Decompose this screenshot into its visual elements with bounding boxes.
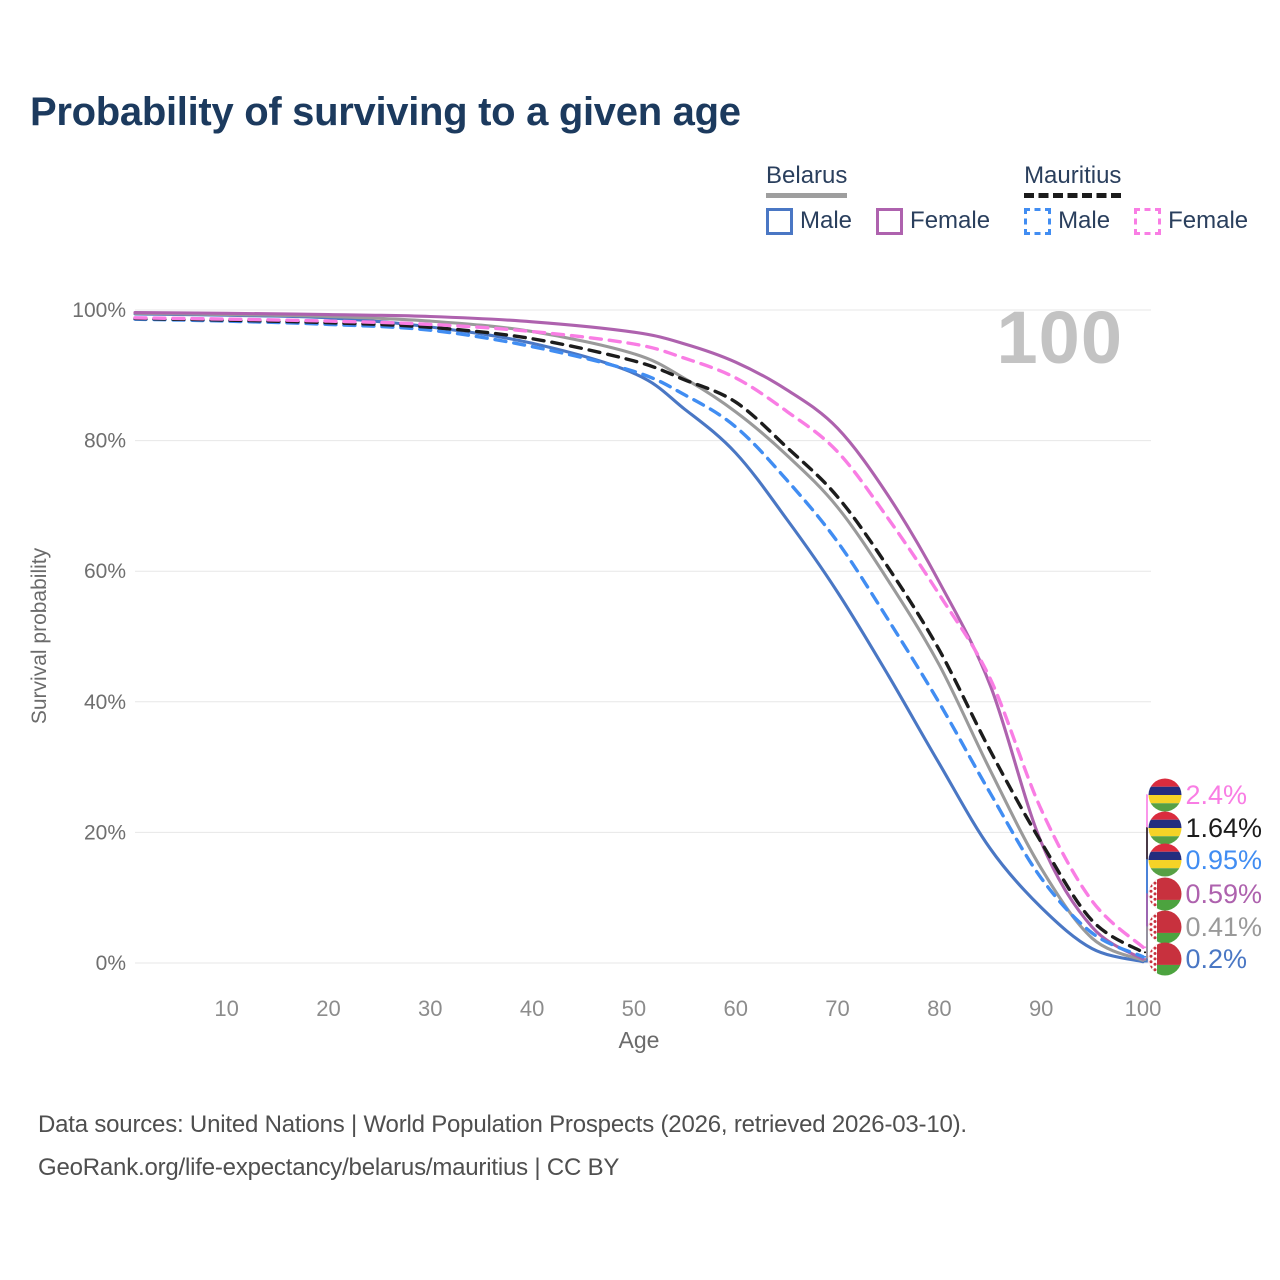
series-line-belarus-male: [133, 312, 1145, 964]
y-tick-labels: 0% 20% 40% 60% 80% 100%: [72, 299, 126, 975]
belarus-flag-icon: [1148, 910, 1182, 944]
y-tick-label: 40%: [84, 691, 126, 714]
y-tick-label: 80%: [84, 430, 126, 453]
end-value-label: 0.95%: [1186, 845, 1263, 875]
belarus-female-swatch-icon: [876, 207, 904, 235]
legend-group-belarus: Belarus Male Female: [766, 162, 990, 235]
data-sources-line: Data sources: United Nations | World Pop…: [38, 1111, 967, 1138]
leader-line: [1144, 958, 1148, 963]
x-tick-label: 30: [418, 996, 442, 1021]
end-value-label: 0.41%: [1186, 912, 1263, 942]
legend-items-mauritius: Male Female: [1024, 207, 1248, 235]
leader-lines: [1144, 794, 1148, 963]
mauritius-flag-icon: [1148, 811, 1182, 845]
series-line-mauritius-male: [133, 317, 1145, 959]
attribution-line: GeoRank.org/life-expectancy/belarus/maur…: [38, 1153, 620, 1181]
series-line-belarus-female: [133, 311, 1145, 961]
legend-item-belarus-female[interactable]: Female: [876, 207, 990, 235]
x-axis-title: Age: [619, 1027, 660, 1053]
x-tick-labels: 10 20 30 40 50 60 70 80 90 100: [214, 996, 1161, 1021]
belarus-flag-icon: [1148, 942, 1182, 976]
x-tick-label: 90: [1029, 996, 1053, 1021]
y-axis-title: Survival probability: [28, 547, 51, 724]
legend-group-mauritius: Mauritius Male Female: [1024, 162, 1248, 235]
series-lines: [133, 311, 1145, 964]
y-tick-label: 100%: [72, 299, 126, 322]
series-line-belarus-both-sexes: [133, 311, 1145, 962]
legend-title-mauritius: Mauritius: [1024, 162, 1122, 198]
x-tick-label: 80: [927, 996, 951, 1021]
legend-item-belarus-male[interactable]: Male: [766, 207, 852, 235]
legend-label: Male: [1058, 207, 1111, 234]
legend-item-mauritius-male[interactable]: Male: [1024, 207, 1110, 235]
belarus-flag-icon: [1148, 877, 1182, 911]
mauritius-male-swatch-icon: [1024, 207, 1052, 235]
x-tick-label: 40: [520, 996, 544, 1021]
series-line-mauritius-female: [133, 316, 1145, 949]
x-tick-label: 60: [723, 996, 747, 1021]
end-value-label: 1.64%: [1186, 813, 1263, 843]
page-title: Probability of surviving to a given age: [30, 90, 741, 134]
mauritius-female-swatch-icon: [1134, 207, 1162, 235]
end-value-label: 0.59%: [1186, 879, 1263, 909]
end-value-label: 0.2%: [1186, 944, 1248, 974]
x-tick-label: 20: [316, 996, 340, 1021]
flag-icons: [1148, 778, 1182, 976]
footer: Data sources: United Nations | World Pop…: [38, 1104, 967, 1189]
legend: Belarus Male Female Mauritius Male: [766, 162, 1248, 235]
x-tick-label: 50: [622, 996, 646, 1021]
x-tick-label: 70: [825, 996, 849, 1021]
legend-label: Female: [1168, 207, 1249, 234]
end-value-labels: 2.4%1.64%0.95% 0.59%0.41%0.2%: [1186, 780, 1263, 974]
legend-label: Female: [910, 207, 991, 234]
legend-items-belarus: Male Female: [766, 207, 990, 235]
legend-label: Male: [800, 207, 853, 234]
x-tick-label: 100: [1125, 996, 1162, 1021]
leader-line: [1144, 926, 1148, 962]
mauritius-flag-icon: [1148, 778, 1182, 812]
x-tick-label: 10: [214, 996, 238, 1021]
belarus-male-swatch-icon: [766, 207, 793, 235]
age-counter-watermark: 100: [996, 296, 1123, 379]
y-tick-label: 60%: [84, 560, 126, 583]
y-tick-label: 0%: [96, 952, 126, 975]
end-value-label: 2.4%: [1186, 780, 1248, 810]
y-tick-label: 20%: [84, 821, 126, 844]
legend-item-mauritius-female[interactable]: Female: [1134, 207, 1248, 235]
series-line-mauritius-both-sexes: [133, 316, 1145, 954]
mauritius-flag-icon: [1148, 843, 1182, 877]
legend-title-belarus: Belarus: [766, 162, 848, 198]
gridlines: [135, 309, 1151, 964]
